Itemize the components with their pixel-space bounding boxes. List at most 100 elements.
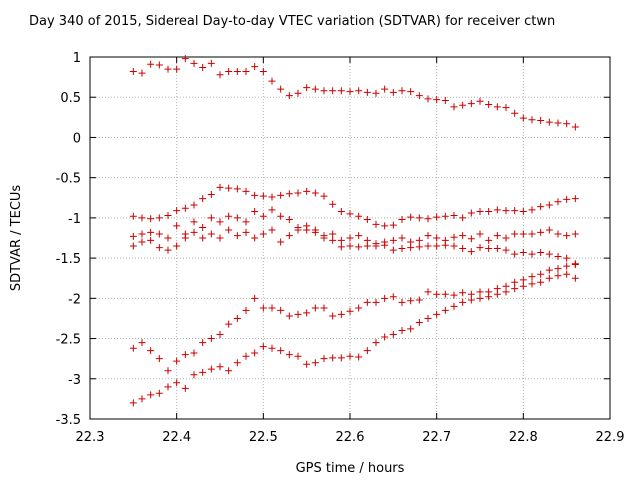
data-point — [519, 114, 527, 122]
data-point — [199, 234, 207, 242]
data-point — [363, 347, 371, 355]
data-point — [493, 232, 501, 240]
data-point — [329, 312, 337, 320]
y-tick-label: -1 — [68, 212, 81, 227]
axis-ticks: 22.3 22.4 22.5 22.6 22.7 22.8 22.9 1 0.5 0 -0.5 -1 -… — [56, 51, 625, 445]
data-point — [424, 232, 432, 240]
data-point — [225, 367, 233, 375]
data-point — [545, 250, 553, 258]
data-point — [259, 304, 267, 312]
data-point — [225, 320, 233, 328]
data-point — [277, 306, 285, 314]
data-point — [251, 191, 259, 199]
data-point — [233, 185, 241, 193]
data-point — [346, 210, 354, 218]
data-point — [433, 96, 441, 104]
data-point — [199, 368, 207, 376]
data-point — [138, 238, 146, 246]
data-point — [537, 228, 545, 236]
data-point — [155, 244, 163, 252]
data-point — [346, 242, 354, 250]
y-tick-label: 0 — [73, 131, 81, 146]
data-point — [554, 272, 562, 280]
data-point — [467, 296, 475, 304]
data-point — [294, 189, 302, 197]
data-point — [207, 365, 215, 373]
data-point — [207, 230, 215, 238]
data-point — [294, 89, 302, 97]
data-point — [485, 244, 493, 252]
data-point — [190, 371, 198, 379]
data-point — [329, 354, 337, 362]
data-point — [571, 123, 579, 131]
data-point — [207, 214, 215, 222]
data-point — [242, 352, 250, 360]
data-point — [433, 290, 441, 298]
data-point — [459, 214, 467, 222]
data-point — [450, 103, 458, 111]
data-point — [563, 254, 571, 262]
data-point — [528, 280, 536, 288]
data-point — [485, 236, 493, 244]
data-point — [216, 331, 224, 339]
data-point — [225, 226, 233, 234]
data-point — [415, 318, 423, 326]
data-point — [346, 88, 354, 96]
data-point — [173, 207, 181, 215]
data-point — [511, 250, 519, 258]
data-point — [277, 347, 285, 355]
data-point — [554, 230, 562, 238]
data-point — [277, 85, 285, 93]
data-point — [337, 207, 345, 215]
x-tick-label: 22.7 — [422, 430, 451, 445]
y-tick-label: -2.5 — [56, 333, 81, 348]
data-point — [311, 359, 319, 367]
data-point — [493, 103, 501, 111]
data-point — [502, 246, 510, 254]
data-point — [268, 304, 276, 312]
data-point — [129, 344, 137, 352]
data-point — [147, 347, 155, 355]
data-point — [424, 314, 432, 322]
data-point — [407, 297, 415, 305]
data-point — [485, 207, 493, 215]
data-point — [242, 187, 250, 195]
data-point — [233, 67, 241, 75]
data-point — [372, 240, 380, 248]
data-point — [242, 306, 250, 314]
data-point — [363, 242, 371, 250]
data-point — [355, 243, 363, 251]
data-point — [450, 291, 458, 299]
data-point — [424, 288, 432, 296]
data-point — [181, 384, 189, 392]
data-point — [251, 294, 259, 302]
data-point — [294, 224, 302, 232]
data-point — [129, 212, 137, 220]
y-tick-label: -0.5 — [56, 172, 81, 187]
data-point — [311, 85, 319, 93]
data-point — [467, 100, 475, 108]
data-point — [285, 215, 293, 223]
data-point — [268, 206, 276, 214]
data-point — [398, 234, 406, 242]
data-point — [216, 363, 224, 371]
data-point — [329, 87, 337, 95]
data-point — [415, 243, 423, 251]
data-point — [190, 218, 198, 226]
data-point — [259, 230, 267, 238]
x-tick-label: 22.5 — [249, 430, 278, 445]
data-point — [181, 204, 189, 212]
data-point — [164, 367, 172, 375]
data-point — [424, 242, 432, 250]
data-point — [459, 244, 467, 252]
data-point — [511, 230, 519, 238]
data-point — [528, 273, 536, 281]
data-point — [545, 201, 553, 209]
data-point — [155, 61, 163, 69]
data-point — [311, 226, 319, 234]
data-point — [329, 236, 337, 244]
data-point — [346, 352, 354, 360]
data-point — [138, 214, 146, 222]
data-point — [450, 233, 458, 241]
